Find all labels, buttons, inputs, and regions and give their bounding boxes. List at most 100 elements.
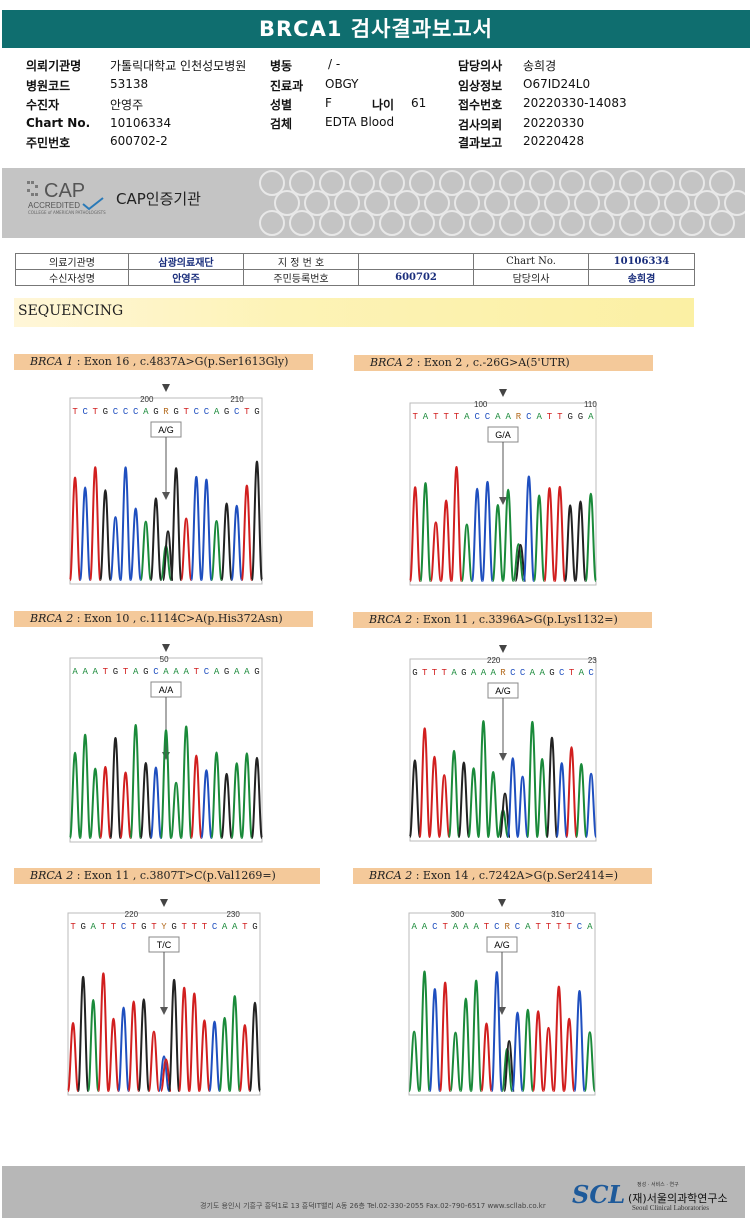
ornament-circle [349, 210, 375, 236]
ornament-circle [379, 170, 405, 196]
base-call-label: T [412, 412, 418, 422]
base-call-label: A [411, 922, 417, 932]
base-call-label: C [121, 922, 127, 932]
base-call-label: A [471, 668, 477, 678]
mutation-label: BRCA 2 : Exon 10 , c.1114C>A(p.His372Asn… [14, 611, 313, 627]
ornament-circle [409, 210, 435, 236]
cap-banner [2, 168, 745, 238]
base-call-label: A [91, 922, 97, 932]
base-call-label: A [530, 668, 536, 678]
trace-peak [127, 1000, 140, 1092]
ornament-circle [439, 170, 465, 196]
base-call-label: A [93, 667, 99, 677]
ornament-circle [709, 170, 735, 196]
trace-peak [200, 769, 213, 839]
mutation-label: BRCA 2 : Exon 11 , c.3807T>C(p.Val1269=) [14, 868, 320, 884]
position-label: 50 [160, 655, 169, 664]
trace-peak [178, 986, 191, 1092]
ornament-circle [529, 210, 555, 236]
position-label: 23 [588, 656, 597, 665]
base-call-label: C [212, 922, 218, 932]
footer-address: 경기도 용인시 기흥구 흥덕1로 13 흥덕IT밸리 A동 26층 Tel.02… [200, 1202, 546, 1210]
base-call-label: C [153, 667, 159, 677]
trace-peak [109, 516, 122, 581]
trace-peak [542, 1026, 555, 1092]
base-call-label: G [141, 922, 146, 932]
base-call-label: C [204, 407, 210, 417]
base-call-label: T [547, 412, 553, 422]
trace-peak [89, 466, 102, 581]
base-call-label: A [495, 412, 501, 422]
trace-peak [511, 1011, 524, 1092]
base-call-label: T [535, 922, 541, 932]
trace-peak [188, 992, 201, 1092]
position-label: 100 [474, 400, 488, 409]
pointer-arrow-icon [499, 753, 507, 761]
base-call-label: T [123, 667, 129, 677]
trace-peak [553, 485, 566, 582]
cell-label: 의료기관명 [15, 253, 129, 270]
base-call-label: T [111, 922, 117, 932]
base-call-label: G [254, 407, 259, 417]
trace-peak [536, 757, 549, 838]
base-call-label: Y [161, 922, 167, 932]
base-call-label: T [569, 668, 575, 678]
base-call-label: G [412, 668, 417, 678]
trace-peak [107, 1017, 120, 1092]
trace-peak [565, 746, 578, 838]
base-call-label: G [578, 412, 583, 422]
ornament-circle [379, 210, 405, 236]
trace-peak [149, 497, 162, 581]
trace-peak [240, 752, 253, 839]
cap-certified-label: CAP인증기관 [116, 190, 201, 208]
chromatogram-panel: 100 110 T A T T T A C C A A R C A T T G G A G/A [409, 389, 597, 586]
ornament-circle [424, 190, 450, 216]
trace-peak [230, 504, 243, 581]
base-call-label: A [579, 668, 585, 678]
cell-value: 삼광의료재단 [128, 253, 244, 270]
trace-peak [218, 1016, 231, 1092]
trace-peak [208, 1020, 221, 1092]
base-call-label: A [214, 667, 220, 677]
trace-peak [79, 486, 92, 581]
cell-label: 담당의사 [473, 269, 589, 286]
trace-peak [552, 985, 565, 1092]
trace-peak [97, 972, 110, 1092]
trace-peak [516, 775, 529, 838]
genotype-call: T/C [157, 940, 172, 950]
ornament-circle [409, 170, 435, 196]
base-call-label: T [72, 407, 78, 417]
trace-peak [481, 480, 494, 582]
position-label: 220 [125, 910, 139, 919]
base-call-label: G [224, 407, 229, 417]
trace-peak [79, 733, 92, 839]
trace-peak [428, 988, 441, 1092]
trace-peak [158, 1055, 170, 1092]
base-call-label: A [82, 667, 88, 677]
base-call-label: A [422, 922, 428, 932]
base-call-label: G [252, 922, 257, 932]
ornament-circle [514, 190, 540, 216]
base-call-label: T [546, 922, 552, 932]
ornament-circle [394, 190, 420, 216]
mutation-label: BRCA 2 : Exon 14 , c.7242A>G(p.Ser2414=) [353, 868, 652, 884]
trace-peak [512, 543, 525, 582]
chromatogram-panel: 220 230 T G A T T C T G T Y G T T T C A A T G T/C [67, 899, 261, 1096]
ornament-circle [574, 190, 600, 216]
trace-peak [573, 989, 586, 1092]
cap-emblem-icon [27, 181, 41, 199]
ornament-circle [559, 210, 585, 236]
base-call-label: G [549, 668, 554, 678]
base-call-label: G [143, 667, 148, 677]
base-call-label: G [224, 667, 229, 677]
base-call-label: C [113, 407, 119, 417]
trace-peak [77, 975, 90, 1092]
trace-peak [555, 762, 568, 838]
position-label: 300 [451, 910, 465, 919]
trace-peak [514, 543, 527, 582]
base-call-label: T [556, 922, 562, 932]
base-call-label: C [82, 407, 88, 417]
base-call-label: G [153, 407, 158, 417]
